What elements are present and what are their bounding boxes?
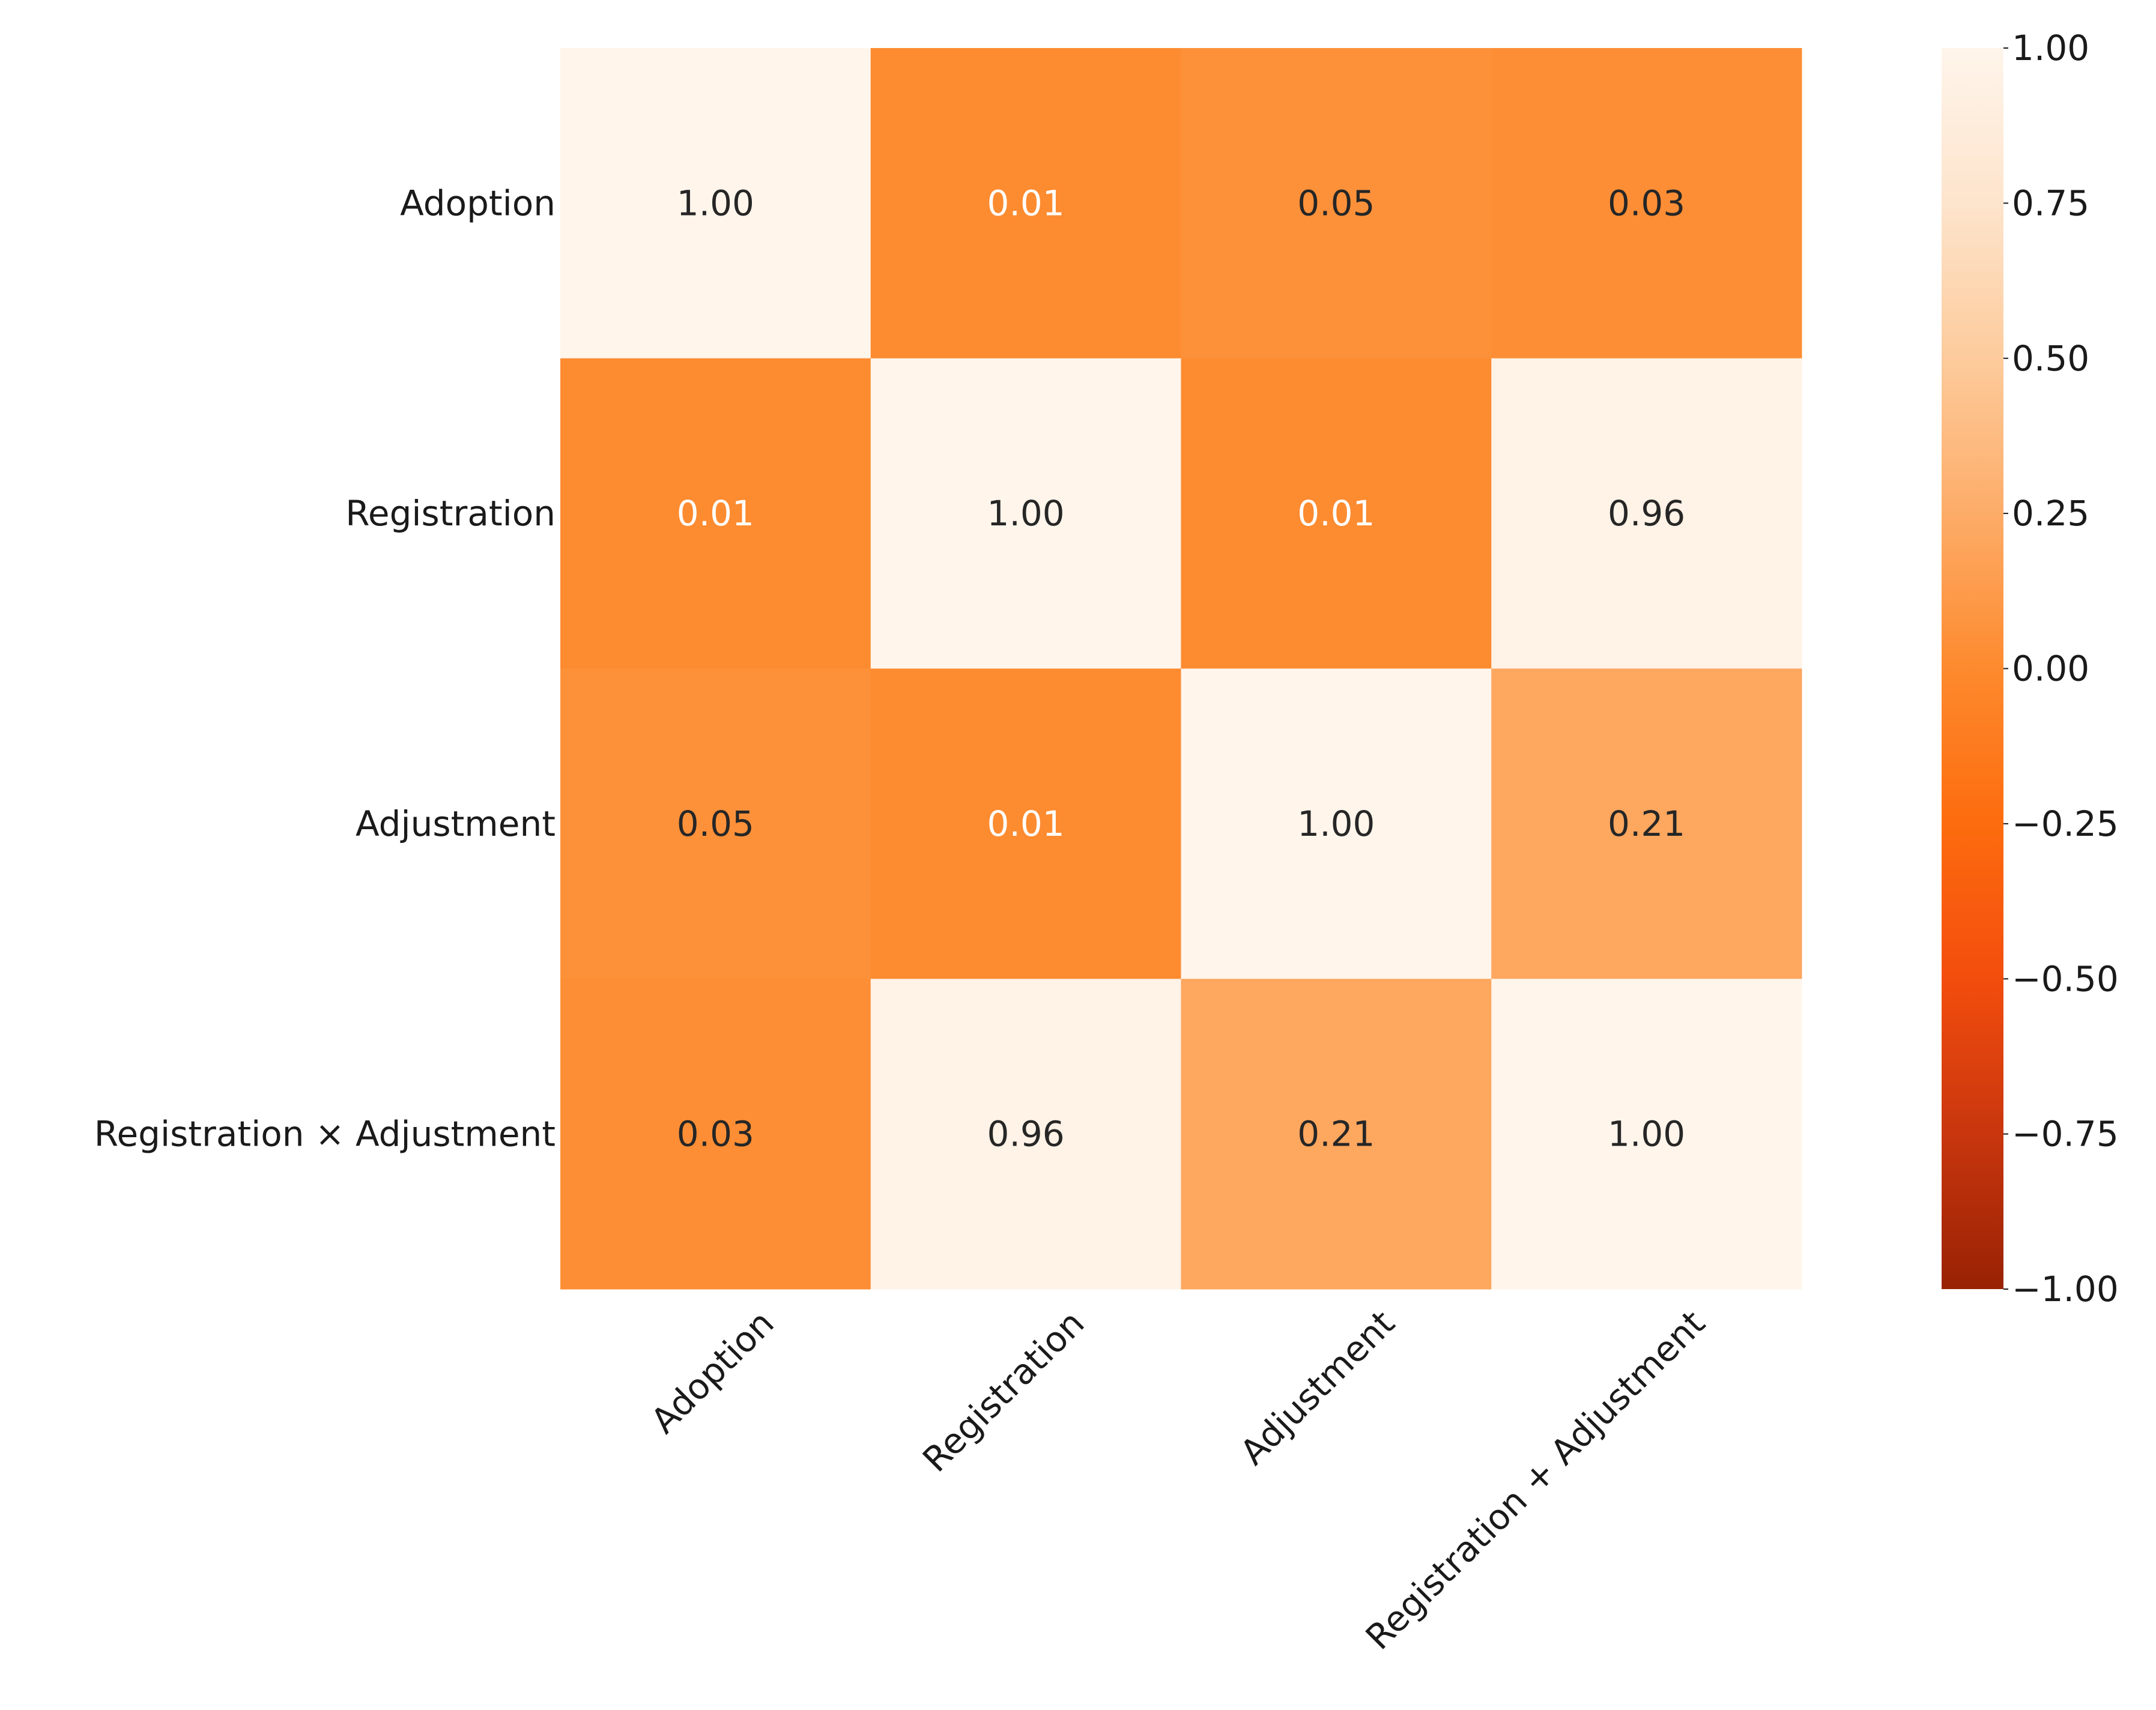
cell-value-label: 0.01 xyxy=(677,493,754,534)
colorbar-tick-label: 1.00 xyxy=(2012,28,2089,68)
colorbar: 1.00 0.75 0.50 0.25 0.00 −0.25 −0.50 −0.75 −1.00 xyxy=(1942,28,2119,1310)
cell-value-label: 0.21 xyxy=(1297,1114,1375,1155)
colorbar-tick-label: 0.00 xyxy=(2012,648,2089,689)
heatmap-cell xyxy=(870,668,1181,979)
heatmap-cell xyxy=(1491,979,1802,1290)
colorbar-tick-label: −0.75 xyxy=(2012,1114,2119,1155)
colorbar-tick-label: −0.50 xyxy=(2012,958,2119,999)
heatmap-cell xyxy=(1491,668,1802,979)
x-tick-label: Registration + Adjustment xyxy=(1358,1302,1713,1657)
cell-value-label: 0.21 xyxy=(1608,803,1685,844)
heatmap-cell xyxy=(560,668,871,979)
colorbar-tick-label: 0.50 xyxy=(2012,338,2089,379)
heatmap-cell xyxy=(870,48,1181,359)
heatmap-cell xyxy=(560,358,871,669)
heatmap-cell xyxy=(1491,358,1802,669)
cell-value-label: 1.00 xyxy=(1297,803,1375,844)
heatmap-cell-labels: 1.00 0.01 0.05 0.03 0.01 1.00 0.01 0.96 0.05 0.01… xyxy=(677,183,1685,1154)
y-axis-tick-labels: Adoption Registration Adjustment Registrati… xyxy=(94,183,556,1154)
cell-value-label: 0.96 xyxy=(987,1114,1065,1155)
heatmap-cell xyxy=(1181,668,1492,979)
x-tick-label: Adjustment xyxy=(1232,1302,1403,1473)
cell-value-label: 1.00 xyxy=(677,183,754,223)
heatmap-cell xyxy=(1181,358,1492,669)
cell-value-label: 0.01 xyxy=(987,803,1065,844)
heatmap-cell xyxy=(560,979,871,1290)
heatmap-cell xyxy=(560,48,871,359)
heatmap-cell xyxy=(870,979,1181,1290)
colorbar-tick-label: −1.00 xyxy=(2012,1269,2119,1310)
heatmap-cell xyxy=(1491,48,1802,359)
cell-value-label: 0.05 xyxy=(1297,183,1375,223)
y-tick-label: Adjustment xyxy=(356,803,556,844)
y-tick-label: Adoption xyxy=(400,183,556,223)
cell-value-label: 0.03 xyxy=(677,1114,754,1155)
heatmap-cell xyxy=(870,358,1181,669)
cell-value-label: 0.05 xyxy=(677,803,754,844)
cell-value-label: 0.03 xyxy=(1608,183,1685,223)
cell-value-label: 1.00 xyxy=(1608,1114,1685,1155)
heatmap-cells xyxy=(560,48,1802,1290)
colorbar-tick-label: −0.25 xyxy=(2012,803,2119,844)
x-tick-label: Adoption xyxy=(643,1302,782,1441)
colorbar-tick-label: 0.25 xyxy=(2012,493,2089,534)
cell-value-label: 1.00 xyxy=(987,493,1065,534)
x-axis-tick-labels: Adoption Registration AdjustmentRegistrati… xyxy=(643,1302,1713,1657)
y-tick-label: Registration × Adjustment xyxy=(94,1114,556,1155)
cell-value-label: 0.01 xyxy=(987,183,1065,223)
colorbar-tick-label: 0.75 xyxy=(2012,183,2089,223)
y-tick-label: Registration xyxy=(345,493,556,534)
colorbar-gradient xyxy=(1942,48,2003,1289)
heatmap-cell xyxy=(1181,48,1492,359)
cell-value-label: 0.96 xyxy=(1608,493,1685,534)
cell-value-label: 0.01 xyxy=(1297,493,1375,534)
x-tick-label: Registration xyxy=(915,1302,1092,1479)
heatmap-cell xyxy=(1181,979,1492,1290)
